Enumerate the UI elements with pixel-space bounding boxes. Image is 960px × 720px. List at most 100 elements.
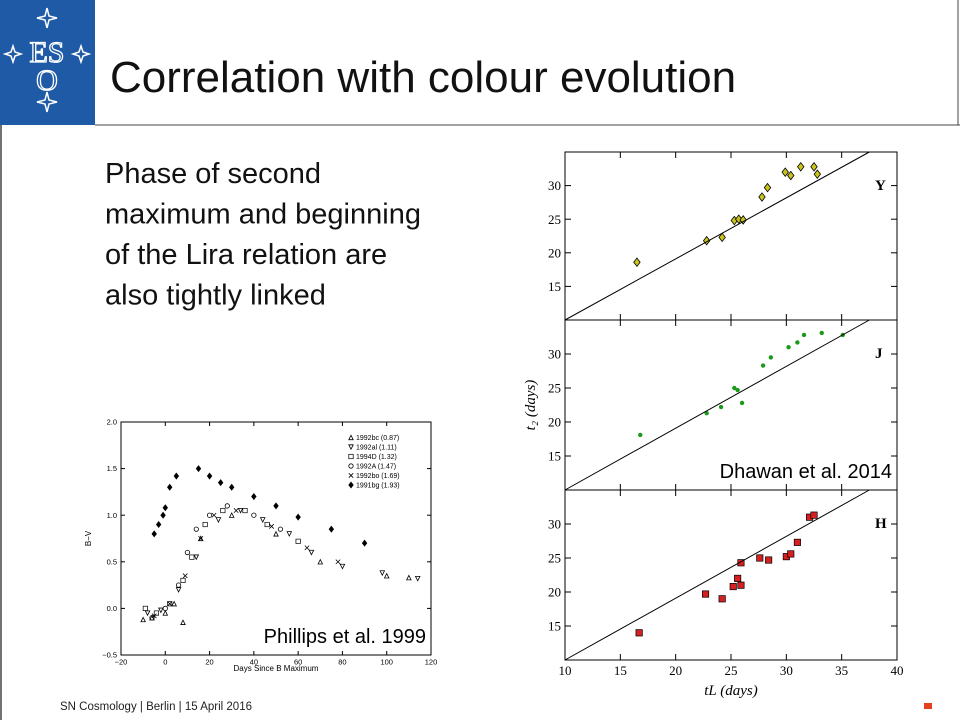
annotation: Phillips et al. 1999: [264, 626, 426, 648]
point: [795, 340, 800, 345]
point: [202, 521, 208, 528]
point: [160, 511, 166, 519]
footer-marker: [924, 703, 932, 709]
x-tick-label: 30: [780, 663, 793, 678]
point: [379, 570, 386, 577]
point: [810, 511, 818, 519]
point: [193, 554, 200, 561]
point: [737, 559, 745, 567]
point: [180, 577, 186, 583]
y-tick-label: 20: [548, 245, 561, 260]
x-tick-label: 120: [425, 658, 438, 667]
point: [167, 601, 173, 607]
point: [195, 465, 202, 473]
point: [702, 235, 711, 246]
point: [763, 182, 772, 193]
point: [193, 526, 199, 532]
body-line: of the Lira relation are: [105, 239, 387, 271]
legend-marker: [348, 463, 354, 469]
point: [162, 605, 168, 612]
point: [184, 549, 191, 556]
x-tick-label: 0: [163, 658, 167, 667]
x-axis-label: Days Since B Maximum: [234, 664, 319, 673]
legend-label: 1992al (1.11): [356, 445, 397, 452]
point: [180, 619, 186, 625]
point: [635, 629, 643, 637]
legend-label: 1992bc (0.87): [356, 435, 399, 442]
point: [317, 558, 324, 565]
point: [328, 525, 335, 533]
logo-box: [0, 0, 95, 125]
panel-label: J: [875, 346, 883, 362]
y-tick-label: 15: [548, 279, 561, 294]
legend-marker: [348, 481, 354, 489]
x-tick-label: 20: [205, 658, 213, 667]
logo-star: [70, 43, 92, 65]
logo-star: [36, 91, 58, 113]
point: [295, 538, 301, 544]
point: [768, 355, 774, 360]
legend-marker: [348, 473, 354, 478]
point: [786, 345, 791, 350]
point: [797, 161, 805, 172]
y-tick-label: 30: [548, 347, 561, 362]
x-tick-label: 35: [835, 663, 848, 678]
y-tick-label: 1.5: [107, 464, 117, 473]
y-tick-label: 15: [548, 449, 561, 464]
point: [734, 574, 742, 582]
point: [140, 616, 146, 623]
point: [224, 503, 230, 509]
point: [361, 539, 368, 547]
y-tick-label: 2.0: [107, 418, 117, 427]
y-tick-label: 20: [548, 415, 561, 430]
y-tick-label: 1.0: [107, 511, 117, 520]
body-line: also tightly linked: [105, 280, 326, 312]
point: [215, 517, 222, 523]
y-axis-label: B−V: [84, 530, 93, 546]
point: [718, 404, 724, 410]
y-tick-label: 30: [548, 517, 561, 532]
point: [735, 387, 740, 393]
point: [335, 559, 341, 565]
point: [162, 504, 168, 512]
y-tick-label: 25: [548, 212, 561, 227]
point: [304, 545, 310, 551]
point: [206, 512, 213, 518]
point: [242, 507, 248, 514]
point: [295, 513, 301, 521]
point: [729, 583, 737, 591]
point: [737, 581, 745, 589]
legend-label: 1992bo (1.69): [356, 473, 400, 480]
footer: SN Cosmology | Berlin | 15 April 2016: [60, 701, 252, 713]
x-tick-label: 60: [294, 658, 302, 667]
point: [339, 563, 346, 570]
body-line: maximum and beginning: [105, 199, 421, 231]
point: [793, 538, 801, 546]
point: [638, 432, 643, 438]
y-tick-label: −0.5: [102, 651, 117, 660]
point: [251, 512, 257, 518]
slide-title: Correlation with colour evolution: [110, 53, 736, 102]
point: [251, 493, 257, 501]
point: [819, 330, 824, 336]
annotation: Dhawan et al. 2014: [720, 461, 892, 483]
point: [383, 572, 390, 579]
point: [220, 507, 226, 514]
point: [197, 535, 204, 542]
point: [211, 512, 217, 518]
x-tick-label: 10: [559, 663, 572, 678]
legend-label: 1994D (1.32): [356, 454, 397, 461]
fit-line: [564, 151, 870, 321]
y-tick-label: 20: [548, 585, 561, 600]
y-tick-label: 15: [548, 619, 561, 634]
point: [149, 615, 155, 621]
panel-label: H: [875, 516, 887, 532]
y-tick-label: 25: [548, 381, 561, 396]
point: [175, 582, 182, 588]
body-line: Phase of second: [105, 158, 321, 190]
y-tick-label: 25: [548, 551, 561, 566]
legend-label: 1992A (1.47): [356, 464, 396, 471]
point: [229, 483, 235, 491]
point: [198, 536, 204, 541]
